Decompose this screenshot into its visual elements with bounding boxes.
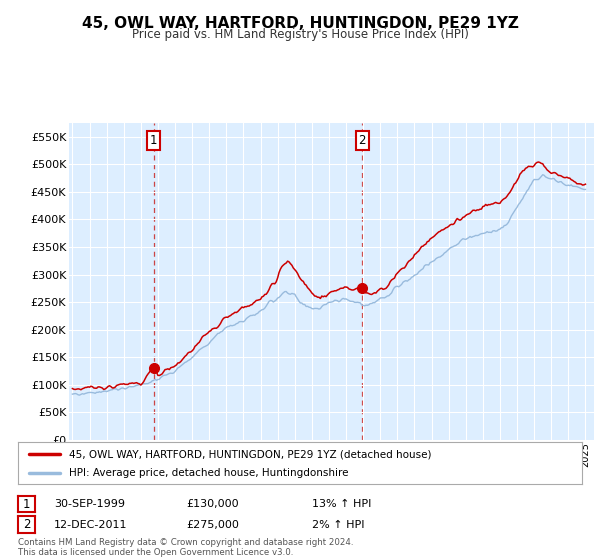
Text: 1: 1 <box>150 134 157 147</box>
Text: HPI: Average price, detached house, Huntingdonshire: HPI: Average price, detached house, Hunt… <box>69 469 348 478</box>
Text: 30-SEP-1999: 30-SEP-1999 <box>54 499 125 509</box>
Text: £275,000: £275,000 <box>186 520 239 530</box>
Text: 1: 1 <box>23 497 30 511</box>
Text: Price paid vs. HM Land Registry's House Price Index (HPI): Price paid vs. HM Land Registry's House … <box>131 28 469 41</box>
Text: 12-DEC-2011: 12-DEC-2011 <box>54 520 128 530</box>
Text: 2% ↑ HPI: 2% ↑ HPI <box>312 520 365 530</box>
Text: 2: 2 <box>359 134 366 147</box>
Text: 2: 2 <box>23 518 30 531</box>
Text: 45, OWL WAY, HARTFORD, HUNTINGDON, PE29 1YZ (detached house): 45, OWL WAY, HARTFORD, HUNTINGDON, PE29 … <box>69 449 431 459</box>
Text: 13% ↑ HPI: 13% ↑ HPI <box>312 499 371 509</box>
Text: Contains HM Land Registry data © Crown copyright and database right 2024.
This d: Contains HM Land Registry data © Crown c… <box>18 538 353 557</box>
Text: 45, OWL WAY, HARTFORD, HUNTINGDON, PE29 1YZ: 45, OWL WAY, HARTFORD, HUNTINGDON, PE29 … <box>82 16 518 31</box>
Text: £130,000: £130,000 <box>186 499 239 509</box>
